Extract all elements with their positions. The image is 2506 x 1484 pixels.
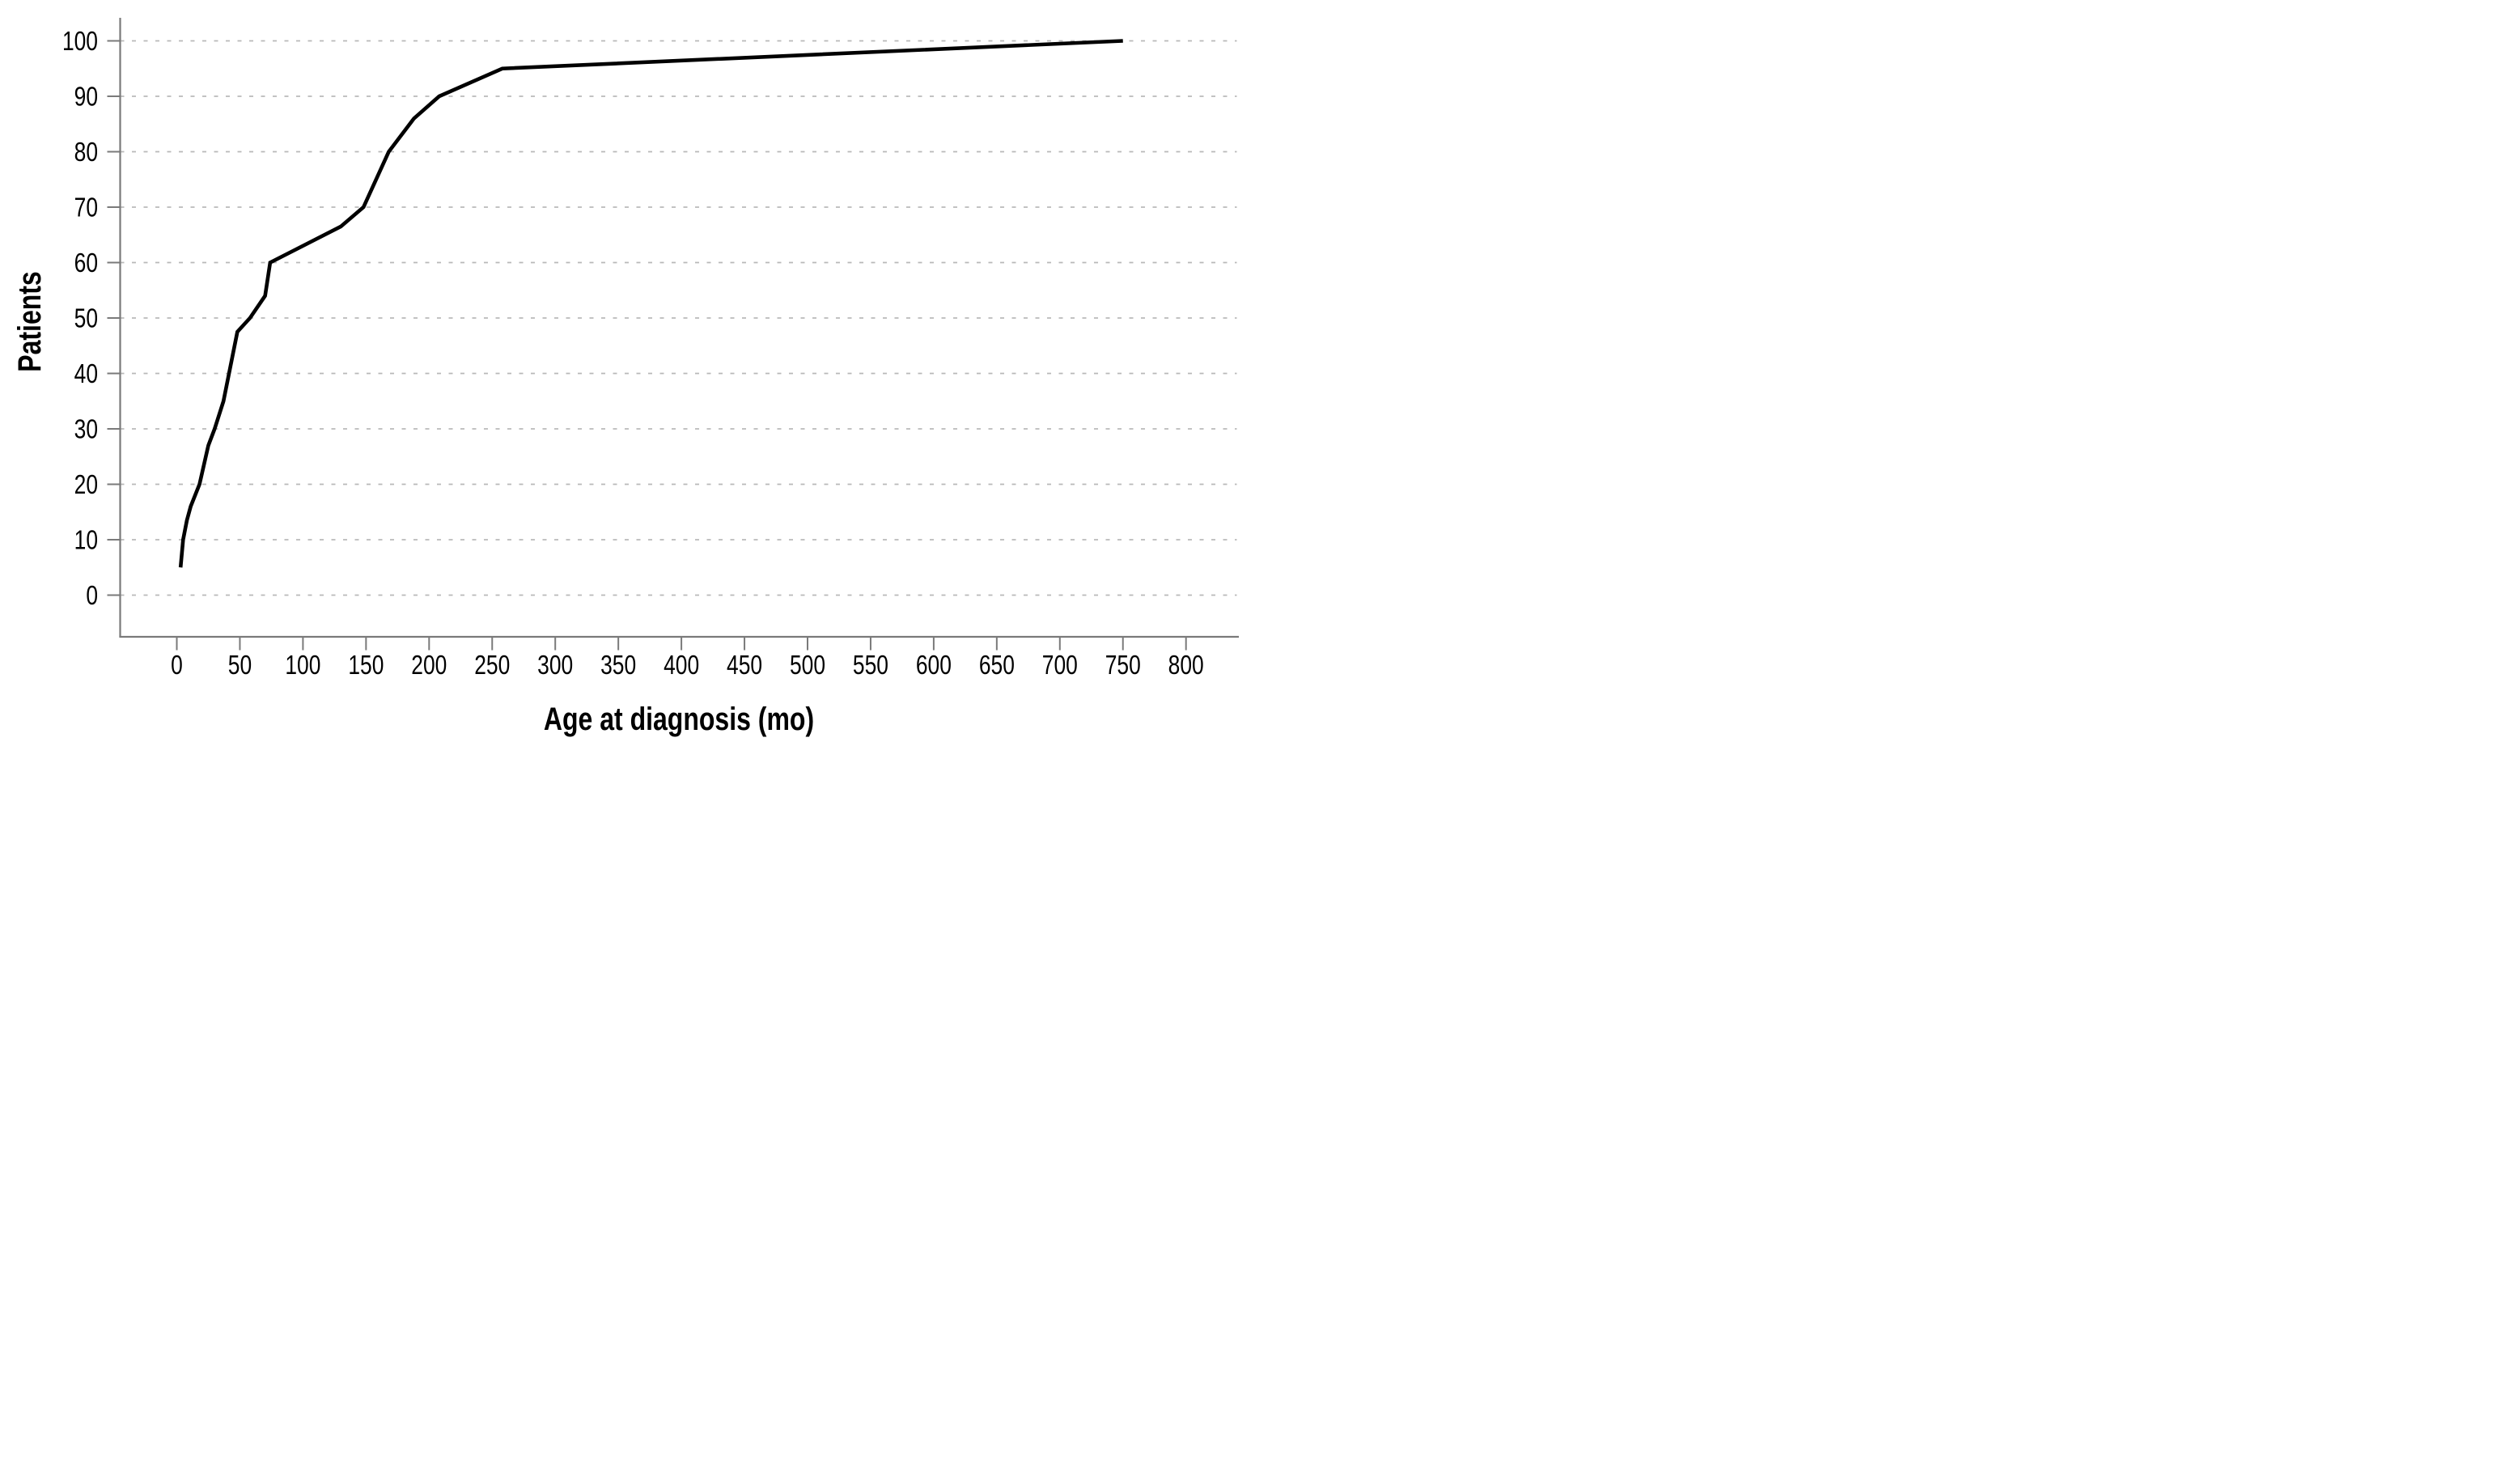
x-tick-label: 100 (285, 651, 320, 680)
y-tick-label: 50 (74, 304, 98, 333)
x-tick-label: 450 (727, 651, 762, 680)
x-tick-label: 500 (790, 651, 825, 680)
line-chart-canvas: 0 10 20 30 40 50 60 70 80 90 100 0 50 100 150 200 250 300… (11, 18, 1239, 737)
y-tick-label: 20 (74, 470, 98, 499)
y-tick-label: 70 (74, 193, 98, 223)
x-tick-label: 300 (537, 651, 573, 680)
x-tick-label: 400 (664, 651, 699, 680)
axes-group (119, 18, 1239, 638)
tick-labels-group: 0 10 20 30 40 50 60 70 80 90 100 0 50 100 150 200 250 300… (62, 27, 1204, 680)
cumulative-curve (178, 39, 1123, 568)
x-tick-label: 50 (228, 651, 252, 680)
x-tick-label: 350 (600, 651, 636, 680)
ticks-group (107, 40, 1187, 651)
cumulative-age-chart-figure: 0 10 20 30 40 50 60 70 80 90 100 0 50 100 150 200 250 300… (0, 0, 1253, 742)
x-tick-label: 650 (979, 651, 1015, 680)
y-tick-label: 30 (74, 415, 98, 444)
x-tick-label: 200 (411, 651, 447, 680)
x-tick-label: 150 (348, 651, 384, 680)
x-tick-label: 250 (474, 651, 510, 680)
x-tick-label: 0 (171, 651, 183, 680)
y-tick-label: 10 (74, 526, 98, 555)
x-axis-title: Age at diagnosis (mo) (544, 700, 814, 736)
series-group (178, 39, 1123, 568)
x-tick-label: 800 (1168, 651, 1204, 680)
x-tick-label: 550 (853, 651, 888, 680)
gridlines-group (120, 40, 1237, 596)
y-axis-title: Patients (11, 271, 47, 371)
x-tick-label: 600 (916, 651, 952, 680)
y-tick-label: 100 (62, 27, 98, 56)
y-tick-label: 60 (74, 248, 98, 278)
y-tick-label: 90 (74, 83, 98, 112)
y-tick-label: 40 (74, 359, 98, 388)
y-tick-label: 0 (86, 581, 98, 610)
y-tick-label: 80 (74, 138, 98, 167)
x-tick-label: 750 (1105, 651, 1141, 680)
x-tick-label: 700 (1042, 651, 1078, 680)
